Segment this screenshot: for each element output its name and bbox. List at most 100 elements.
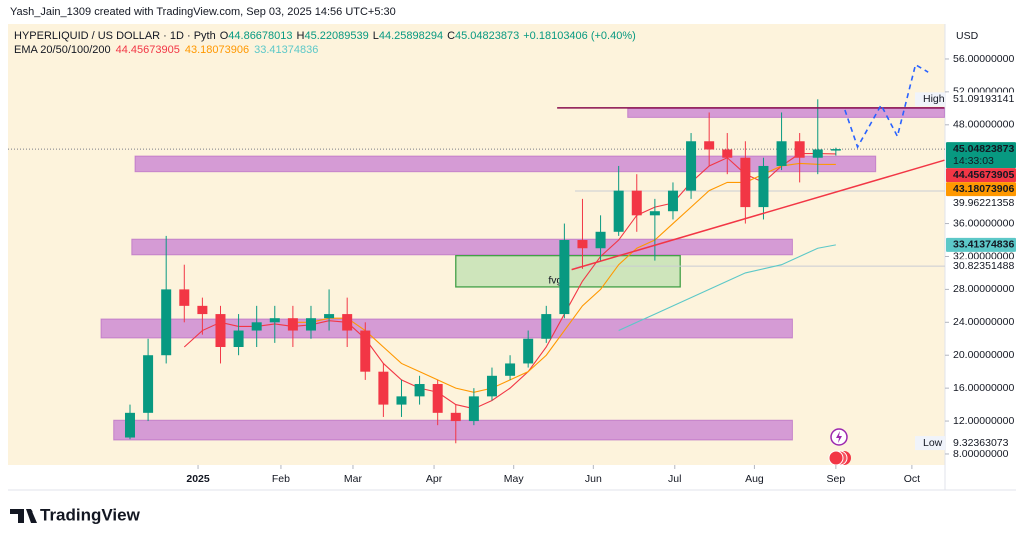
candle-body xyxy=(143,355,154,413)
axis-unit: USD xyxy=(956,30,979,42)
candle-body xyxy=(450,412,461,422)
price-badge-box xyxy=(946,259,1016,274)
x-tick-label: Apr xyxy=(426,473,443,485)
y-tick-label: 28.00000000 xyxy=(953,283,1014,295)
projection-path xyxy=(844,63,929,149)
candle-body xyxy=(686,141,697,191)
candle-body xyxy=(287,318,298,331)
lightning xyxy=(836,431,842,443)
price-badge-box xyxy=(946,168,1016,183)
supply-demand-zone xyxy=(113,419,793,441)
candle-body xyxy=(505,363,516,376)
ohlc-label: O xyxy=(220,30,229,42)
candle-body xyxy=(251,322,262,331)
candle-body xyxy=(667,190,678,212)
price-level-label: Low xyxy=(923,437,943,449)
candle-body xyxy=(486,375,497,397)
candle-body xyxy=(613,190,624,232)
candle-body xyxy=(161,289,172,356)
price-badge-box xyxy=(946,142,1016,169)
candle-body xyxy=(794,141,805,158)
price-badge-box xyxy=(946,196,1016,211)
y-tick-label: 36.00000000 xyxy=(953,217,1014,229)
price-badge: 30.82351488 xyxy=(946,259,1016,274)
candle-body xyxy=(215,314,226,347)
y-tick-label: 16.00000000 xyxy=(953,382,1014,394)
price-badge: 43.18073906 xyxy=(946,182,1016,197)
price-level-tag xyxy=(915,92,945,107)
candle-body xyxy=(704,141,715,150)
author-line: Yash_Jain_1309 created with TradingView.… xyxy=(10,6,396,18)
indicator-value: 44.45673905 xyxy=(116,44,180,56)
candle-body xyxy=(378,371,389,405)
change: +0.18103406 (+0.40%) xyxy=(523,30,636,42)
candle-body xyxy=(269,318,280,323)
candle-body xyxy=(342,314,353,331)
logo-text: TradingView xyxy=(40,505,141,524)
supply-demand-zone xyxy=(100,318,793,339)
y-tick-label: 48.00000000 xyxy=(953,119,1014,131)
symbol-legend: HYPERLIQUID / US DOLLAR · 1D · Pyth O44.8… xyxy=(14,30,636,42)
candle-body xyxy=(124,412,135,438)
ohlc-value: 45.22089539 xyxy=(304,30,368,42)
price-badge-box xyxy=(946,436,1016,451)
event-icon xyxy=(828,450,844,466)
candle-body xyxy=(179,289,190,306)
candle-body xyxy=(432,384,443,413)
candle-body xyxy=(541,314,552,339)
indicator-value: 43.18073906 xyxy=(185,44,249,56)
candle-body xyxy=(830,149,841,151)
candle-body xyxy=(812,149,823,158)
price-badge: 51.09193141 High xyxy=(915,92,1016,107)
indicator-value: 33.41374836 xyxy=(254,44,318,56)
x-tick-label: 2025 xyxy=(186,473,210,485)
price-badge-value: 45.04823873 xyxy=(953,143,1014,155)
candle-body xyxy=(324,314,335,319)
candle-body xyxy=(197,305,208,315)
price-level-label: High xyxy=(923,93,945,105)
fvg-label: fvg xyxy=(548,275,562,287)
price-badge-box xyxy=(946,182,1016,197)
logo: TradingView xyxy=(10,505,141,524)
supply-demand-zone xyxy=(131,238,793,256)
y-tick-label: 12.00000000 xyxy=(953,415,1014,427)
price-badge-value: 30.82351488 xyxy=(953,260,1014,272)
candle-body xyxy=(305,318,316,331)
price-badge-value: 9.32363073 xyxy=(953,437,1009,449)
candle-body xyxy=(523,338,534,364)
x-tick-label: Oct xyxy=(904,473,920,485)
ohlc-label: L xyxy=(373,30,379,42)
symbol: HYPERLIQUID / US DOLLAR · 1D · Pyth xyxy=(14,30,216,42)
price-badge: 44.45673905 xyxy=(946,168,1016,183)
price-badge-value: 51.09193141 xyxy=(953,93,1014,105)
candle-body xyxy=(776,141,787,166)
ohlc-value: 44.25898294 xyxy=(379,30,443,42)
price-badge: 33.41374836 xyxy=(946,237,1016,252)
y-tick-label: 8.00000000 xyxy=(953,448,1009,460)
price-badge-value: 39.96221358 xyxy=(953,197,1014,209)
price-badge-value: 43.18073906 xyxy=(953,183,1014,195)
candle-body xyxy=(233,330,244,347)
candle-body xyxy=(468,396,479,422)
candle-body xyxy=(396,396,407,405)
supply-demand-zone xyxy=(627,107,945,118)
price-badge-box xyxy=(946,237,1016,252)
price-badge: 9.32363073 Low xyxy=(915,436,1016,451)
indicator-legend: EMA 20/50/100/200 44.45673905 43.18073906 3… xyxy=(14,44,318,56)
candle-body xyxy=(360,330,371,372)
candle-body xyxy=(758,165,769,208)
x-tick-label: Jun xyxy=(585,473,602,485)
logo-dot xyxy=(27,509,33,515)
price-badge-box xyxy=(946,92,1016,107)
candle-body xyxy=(631,190,642,216)
ema-line xyxy=(618,244,836,332)
price-badge-value: 44.45673905 xyxy=(953,169,1014,181)
candle-body xyxy=(649,211,660,216)
candle-body xyxy=(595,231,606,249)
ohlc-label: C xyxy=(447,30,455,42)
y-tick-label: 20.00000000 xyxy=(953,349,1014,361)
price-badge: 39.96221358 xyxy=(946,196,1016,211)
